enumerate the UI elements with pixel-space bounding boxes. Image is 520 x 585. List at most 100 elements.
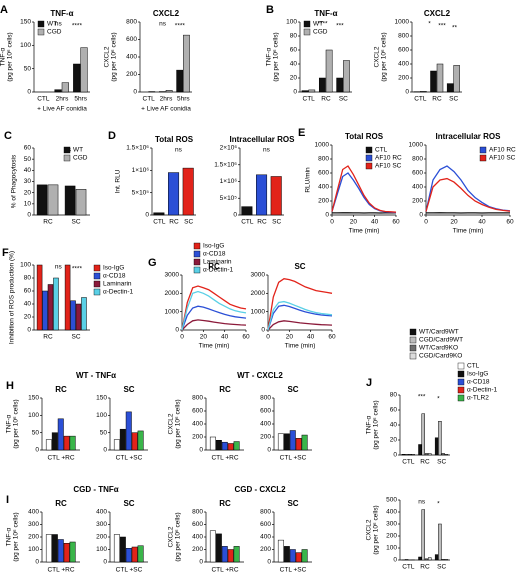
legend-label: CGD bbox=[73, 155, 88, 162]
bar bbox=[57, 418, 64, 451]
legend-swatch bbox=[63, 146, 71, 154]
y-tick-label: 0 bbox=[325, 212, 329, 219]
bar bbox=[420, 91, 427, 93]
significance: **** bbox=[317, 21, 328, 28]
line bbox=[181, 285, 247, 331]
y-tick-label: 2×10⁶ bbox=[220, 145, 238, 152]
y-tick-label: 60 bbox=[390, 407, 398, 414]
y-tick-label: 300 bbox=[96, 521, 107, 528]
legend-swatch bbox=[63, 154, 71, 162]
y-axis-label: (pg per 10⁶ cells) bbox=[381, 32, 388, 81]
y-tick-label: 0 bbox=[133, 89, 137, 96]
chart-title: CXCL2 bbox=[153, 9, 180, 18]
bar bbox=[421, 413, 425, 456]
panel-letter: H bbox=[6, 380, 14, 392]
bar bbox=[53, 277, 59, 331]
bar bbox=[421, 509, 425, 561]
x-tick-label: CTL bbox=[303, 96, 316, 103]
x-tick-label: 0 bbox=[330, 219, 334, 226]
y-tick-label: 200 bbox=[260, 434, 271, 441]
y-tick-label: 3000 bbox=[165, 272, 180, 279]
legend-label: CGD/Card9WT bbox=[419, 337, 463, 344]
y-tick-label: 100 bbox=[20, 262, 31, 269]
legend-swatch bbox=[37, 28, 45, 36]
y-tick-label: 1.5×10⁶ bbox=[214, 161, 237, 168]
y-tick-label: 40 bbox=[24, 167, 32, 174]
y-tick-label: 400 bbox=[398, 61, 409, 68]
group-title: WT - CXCL2 bbox=[237, 371, 283, 380]
legend-label: AF10 RC bbox=[375, 155, 402, 162]
significance: ns bbox=[55, 264, 63, 271]
panel: 0 100 200 300 400 500 CXCL2 (pg per 10⁶ cells) C… bbox=[366, 497, 450, 571]
y-tick-label: 0 bbox=[103, 447, 107, 454]
bar bbox=[113, 439, 120, 451]
bar bbox=[119, 536, 126, 563]
bar bbox=[283, 546, 290, 563]
y-axis-label: (pg per 10⁶ cells) bbox=[13, 399, 20, 448]
panel: 0 5×10⁵ 1×10⁶ 1.5×10⁶ D Total ROS Int. RLU CTL R… bbox=[108, 130, 196, 226]
y-tick-label: 600 bbox=[398, 47, 409, 54]
line bbox=[267, 320, 333, 331]
y-tick-label: 0 bbox=[293, 89, 297, 96]
legend-label: WT/Card9WT bbox=[419, 329, 459, 336]
x-tick-label: CTL bbox=[414, 96, 427, 103]
y-tick-label: 200 bbox=[192, 434, 203, 441]
bar bbox=[343, 60, 350, 93]
significance: **** bbox=[175, 23, 186, 30]
significance: * bbox=[437, 501, 440, 508]
line bbox=[181, 319, 247, 331]
bar bbox=[277, 539, 284, 563]
significance: * bbox=[428, 21, 431, 28]
y-tick-label: 400 bbox=[96, 509, 107, 516]
x-tick-label: SC bbox=[437, 459, 446, 466]
x-tick-label: RC bbox=[257, 219, 267, 226]
y-tick-label: 0 bbox=[267, 559, 271, 566]
bar bbox=[36, 184, 48, 216]
y-tick-label: 200 bbox=[412, 198, 423, 205]
y-tick-label: 600 bbox=[260, 408, 271, 415]
bar bbox=[215, 533, 222, 563]
x-axis-label: + Live AF conidia bbox=[37, 106, 87, 113]
significance: ns bbox=[175, 147, 183, 154]
y-tick-label: 800 bbox=[260, 509, 271, 516]
x-tick-label: RC bbox=[169, 219, 179, 226]
bar bbox=[47, 284, 54, 331]
bar bbox=[441, 559, 445, 561]
x-axis-label: Time (min) bbox=[453, 228, 484, 235]
legend-label: WT/Card9KO bbox=[419, 345, 458, 352]
bar bbox=[289, 430, 296, 451]
bar bbox=[125, 411, 132, 451]
bar bbox=[444, 454, 449, 456]
bar bbox=[221, 546, 228, 563]
y-tick-label: 10 bbox=[24, 201, 32, 208]
significance: *** bbox=[438, 23, 446, 30]
legend-label: α-CD18 bbox=[203, 251, 226, 258]
legend-swatch bbox=[479, 146, 487, 154]
bar bbox=[42, 290, 48, 331]
panel-letter: J bbox=[366, 377, 372, 389]
y-axis-label: CXCL2 bbox=[168, 526, 175, 547]
y-tick-label: 800 bbox=[260, 395, 271, 402]
x-tick-label: CTL bbox=[37, 96, 50, 103]
x-tick-label: 40 bbox=[478, 219, 486, 226]
legend-label: CTL bbox=[467, 363, 480, 370]
x-axis-label: CTL +RC bbox=[211, 567, 238, 574]
x-tick-label: 0 bbox=[180, 334, 184, 341]
y-tick-label: 50 bbox=[24, 65, 32, 72]
y-tick-label: 800 bbox=[412, 156, 423, 163]
bar bbox=[446, 83, 454, 93]
chart-title: RC bbox=[219, 499, 231, 508]
panel-letter: G bbox=[148, 257, 157, 269]
significance: * bbox=[437, 396, 440, 403]
bar bbox=[183, 34, 190, 93]
y-tick-label: 50 bbox=[32, 429, 40, 436]
y-tick-label: 5×10⁵ bbox=[132, 189, 150, 196]
panel-letter: D bbox=[108, 130, 116, 142]
bar bbox=[75, 189, 87, 216]
y-axis-label: (pg per 10⁶ cells) bbox=[111, 32, 118, 81]
bar bbox=[137, 430, 144, 451]
bar bbox=[64, 185, 76, 216]
